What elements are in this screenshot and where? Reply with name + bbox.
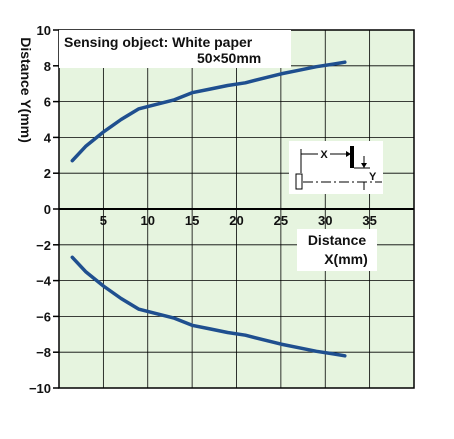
x-tick-label-4: 25	[274, 213, 288, 228]
y-tick-label-2: 6	[44, 95, 51, 110]
y-tick-label-6: −2	[36, 238, 51, 253]
x-tick-label-2: 15	[185, 213, 199, 228]
y-tick-label-0: 10	[37, 23, 51, 38]
annotation-line-2: 50×50mm	[197, 50, 261, 66]
y-ticks: 10 8 6 4 2 0 −2 −4 −6 −8 −10	[29, 23, 59, 396]
y-tick-label-1: 8	[44, 59, 51, 74]
y-tick-label-8: −6	[36, 309, 51, 324]
y-tick-label-10: −10	[29, 381, 51, 396]
series-group	[70, 60, 347, 358]
x-tick-label-6: 35	[362, 213, 376, 228]
inset-y-arrow-down	[361, 163, 367, 168]
x-tick-label-3: 20	[229, 213, 243, 228]
y-tick-label-4: 2	[44, 166, 51, 181]
inset-y-label: Y	[369, 171, 377, 183]
y-tick-label-3: 4	[44, 130, 52, 145]
series-line-0	[70, 60, 347, 163]
x-tick-label-1: 10	[141, 213, 155, 228]
y-tick-label-5: 0	[44, 202, 51, 217]
annotation-line-1: Sensing object: White paper	[64, 34, 253, 50]
inset-sensor-body	[295, 173, 303, 190]
y-axis-title: Distance Y(mm)	[18, 37, 34, 143]
y-tick-label-9: −8	[36, 345, 51, 360]
x-axis-title-line-1: Distance	[308, 232, 367, 248]
x-axis-title-box	[297, 229, 377, 271]
x-tick-label-0: 5	[100, 213, 107, 228]
inset-x-arrow-right	[346, 151, 351, 157]
inset-x-label: X	[320, 149, 328, 161]
x-ticks: 5 10 15 20 25 30 35	[100, 213, 377, 228]
y-tick-label-7: −4	[36, 274, 52, 289]
annotation-box	[59, 30, 291, 68]
x-tick-label-5: 30	[318, 213, 332, 228]
sensor-diagram-icon: X Y	[289, 141, 383, 194]
x-axis-title-line-2: X(mm)	[324, 251, 368, 267]
series-line-1	[70, 255, 347, 358]
